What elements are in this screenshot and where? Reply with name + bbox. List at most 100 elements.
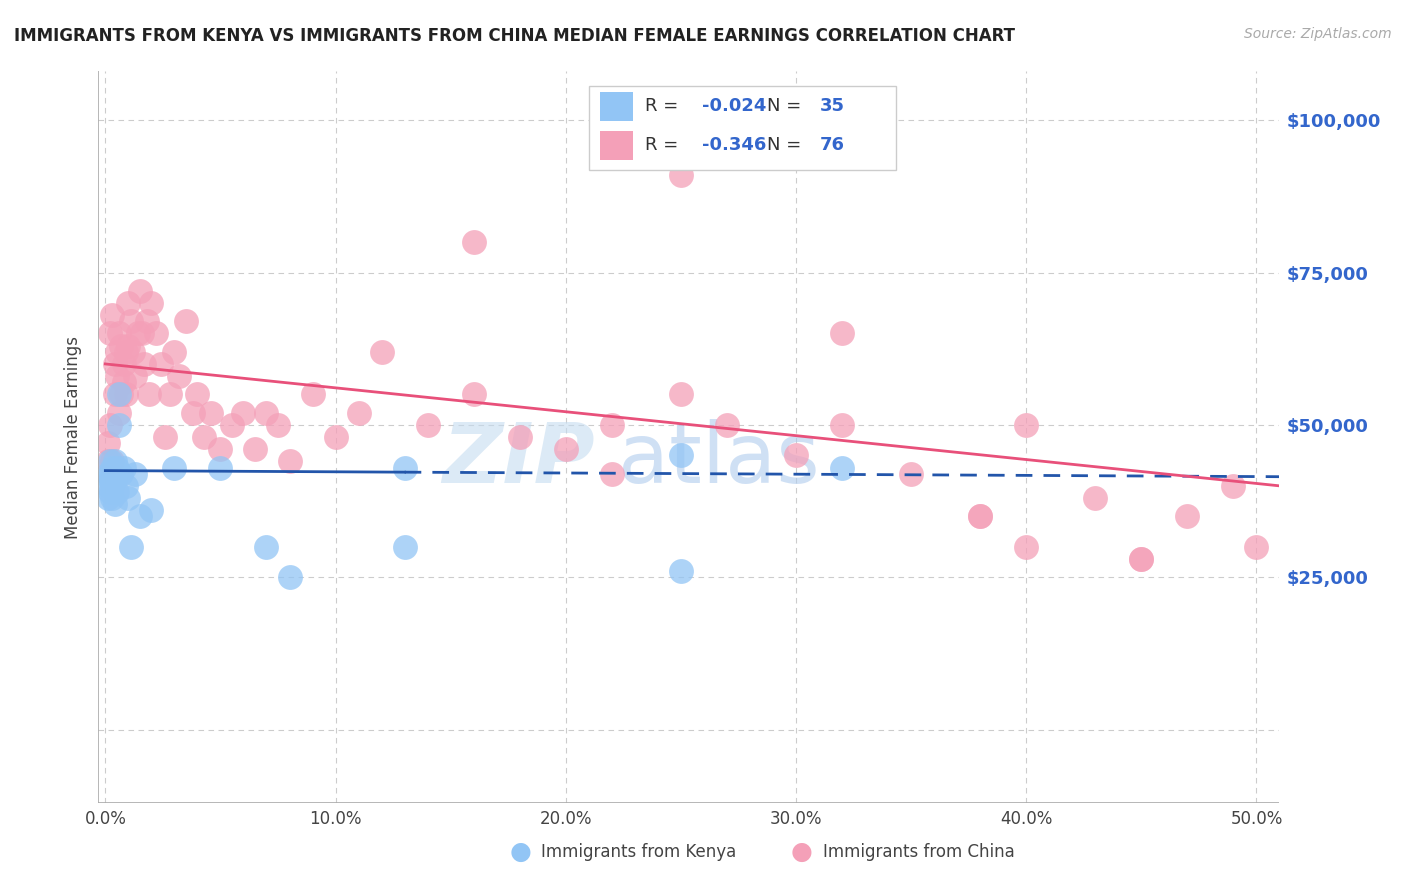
Point xyxy=(122,344,145,359)
Point xyxy=(394,540,416,554)
Point xyxy=(108,387,131,401)
Point xyxy=(120,540,142,554)
Bar xyxy=(600,92,634,121)
Point xyxy=(256,406,278,420)
Point xyxy=(347,406,370,420)
Text: Source: ZipAtlas.com: Source: ZipAtlas.com xyxy=(1244,27,1392,41)
Point xyxy=(124,467,146,481)
Point xyxy=(103,454,125,468)
Point xyxy=(600,417,623,432)
Point xyxy=(105,485,128,500)
Point xyxy=(101,454,124,468)
Point xyxy=(101,479,124,493)
Point xyxy=(1222,479,1244,493)
Text: R =: R = xyxy=(645,97,685,115)
Point xyxy=(97,479,120,493)
Text: Immigrants from Kenya: Immigrants from Kenya xyxy=(541,843,737,861)
Point xyxy=(128,284,150,298)
Point xyxy=(1130,552,1153,566)
Point xyxy=(174,314,197,328)
Point xyxy=(325,430,347,444)
Text: ZIP: ZIP xyxy=(441,418,595,500)
Point xyxy=(153,430,176,444)
Point xyxy=(138,387,160,401)
Point xyxy=(200,406,222,420)
Point xyxy=(969,509,991,524)
Point xyxy=(131,326,153,341)
Point xyxy=(97,436,120,450)
Point xyxy=(97,454,120,468)
Text: N =: N = xyxy=(766,97,807,115)
Point xyxy=(1015,540,1038,554)
Point xyxy=(112,375,135,389)
Point xyxy=(1177,509,1199,524)
Point xyxy=(134,357,156,371)
Point xyxy=(669,387,692,401)
Point xyxy=(1246,540,1268,554)
Point xyxy=(1084,491,1107,505)
Point xyxy=(97,467,120,481)
Point xyxy=(163,344,186,359)
Point xyxy=(105,369,128,384)
Text: -0.346: -0.346 xyxy=(702,136,766,153)
Point xyxy=(509,430,531,444)
Point xyxy=(370,344,392,359)
Text: 76: 76 xyxy=(820,136,845,153)
Point xyxy=(278,570,301,584)
Point xyxy=(167,369,190,384)
Point xyxy=(186,387,208,401)
Point xyxy=(669,168,692,182)
Point xyxy=(831,417,853,432)
Point xyxy=(243,442,266,457)
Point xyxy=(900,467,922,481)
Point xyxy=(221,417,243,432)
Point xyxy=(98,454,121,468)
Point xyxy=(103,497,125,511)
Point xyxy=(110,338,132,352)
Text: R =: R = xyxy=(645,136,685,153)
Point xyxy=(120,314,142,328)
Point xyxy=(600,467,623,481)
Point xyxy=(141,503,163,517)
Point xyxy=(105,344,128,359)
Point xyxy=(108,406,131,420)
Point xyxy=(115,479,138,493)
Point xyxy=(163,460,186,475)
Point xyxy=(416,417,439,432)
Point xyxy=(105,460,128,475)
Point xyxy=(159,387,181,401)
Point xyxy=(209,442,232,457)
Point xyxy=(394,460,416,475)
Point xyxy=(181,406,204,420)
Point xyxy=(101,473,124,487)
Point xyxy=(669,448,692,462)
Point xyxy=(110,467,132,481)
Text: -0.024: -0.024 xyxy=(702,97,766,115)
Point xyxy=(149,357,172,371)
Point xyxy=(108,417,131,432)
Point xyxy=(831,460,853,475)
Point xyxy=(127,326,149,341)
Point xyxy=(463,235,485,249)
Point xyxy=(463,387,485,401)
Point xyxy=(128,509,150,524)
Y-axis label: Median Female Earnings: Median Female Earnings xyxy=(65,335,83,539)
Point xyxy=(108,326,131,341)
Point xyxy=(141,296,163,310)
Point xyxy=(101,491,124,505)
Point xyxy=(101,460,124,475)
Point xyxy=(278,454,301,468)
Point xyxy=(209,460,232,475)
Point xyxy=(97,491,120,505)
Bar xyxy=(600,130,634,160)
Point xyxy=(301,387,323,401)
FancyBboxPatch shape xyxy=(589,86,896,170)
Point xyxy=(110,387,132,401)
Text: N =: N = xyxy=(766,136,807,153)
Point xyxy=(112,460,135,475)
Text: ●: ● xyxy=(790,840,813,863)
Point xyxy=(103,387,125,401)
Point xyxy=(98,326,121,341)
Point xyxy=(98,473,121,487)
Point xyxy=(193,430,215,444)
